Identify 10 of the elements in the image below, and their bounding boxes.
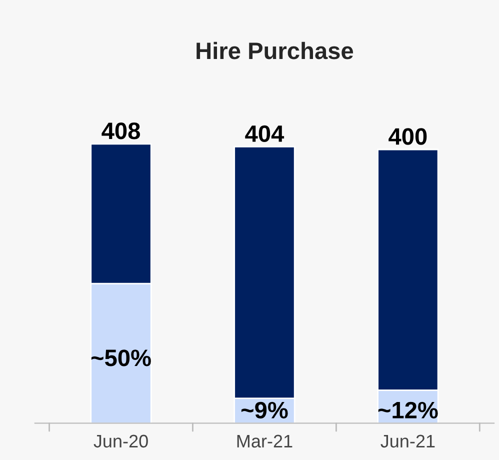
annotation: ~50%: [91, 350, 151, 366]
annotation: ~12%: [378, 402, 438, 418]
x-tick-label: Jun-21: [380, 434, 435, 448]
x-tick-label: Jun-20: [94, 434, 148, 448]
x-tick-label: Mar-21: [237, 434, 292, 448]
chart-title: Hire Purchase: [196, 42, 354, 60]
annotation: ~9%: [241, 402, 288, 419]
annotation: 408: [102, 122, 140, 140]
annotation: 404: [245, 125, 284, 142]
annotation: 400: [388, 128, 427, 145]
